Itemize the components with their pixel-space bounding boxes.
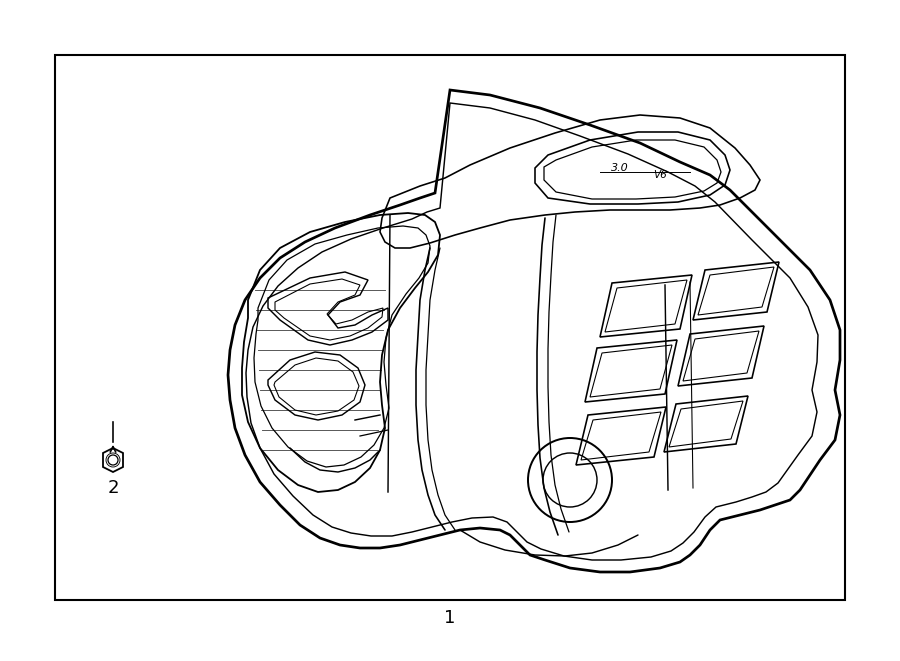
Bar — [55, 55, 845, 600]
Text: 2: 2 — [107, 479, 119, 497]
Text: 3.0: 3.0 — [611, 163, 629, 173]
Text: 1: 1 — [445, 609, 455, 627]
Text: V6: V6 — [653, 170, 667, 180]
